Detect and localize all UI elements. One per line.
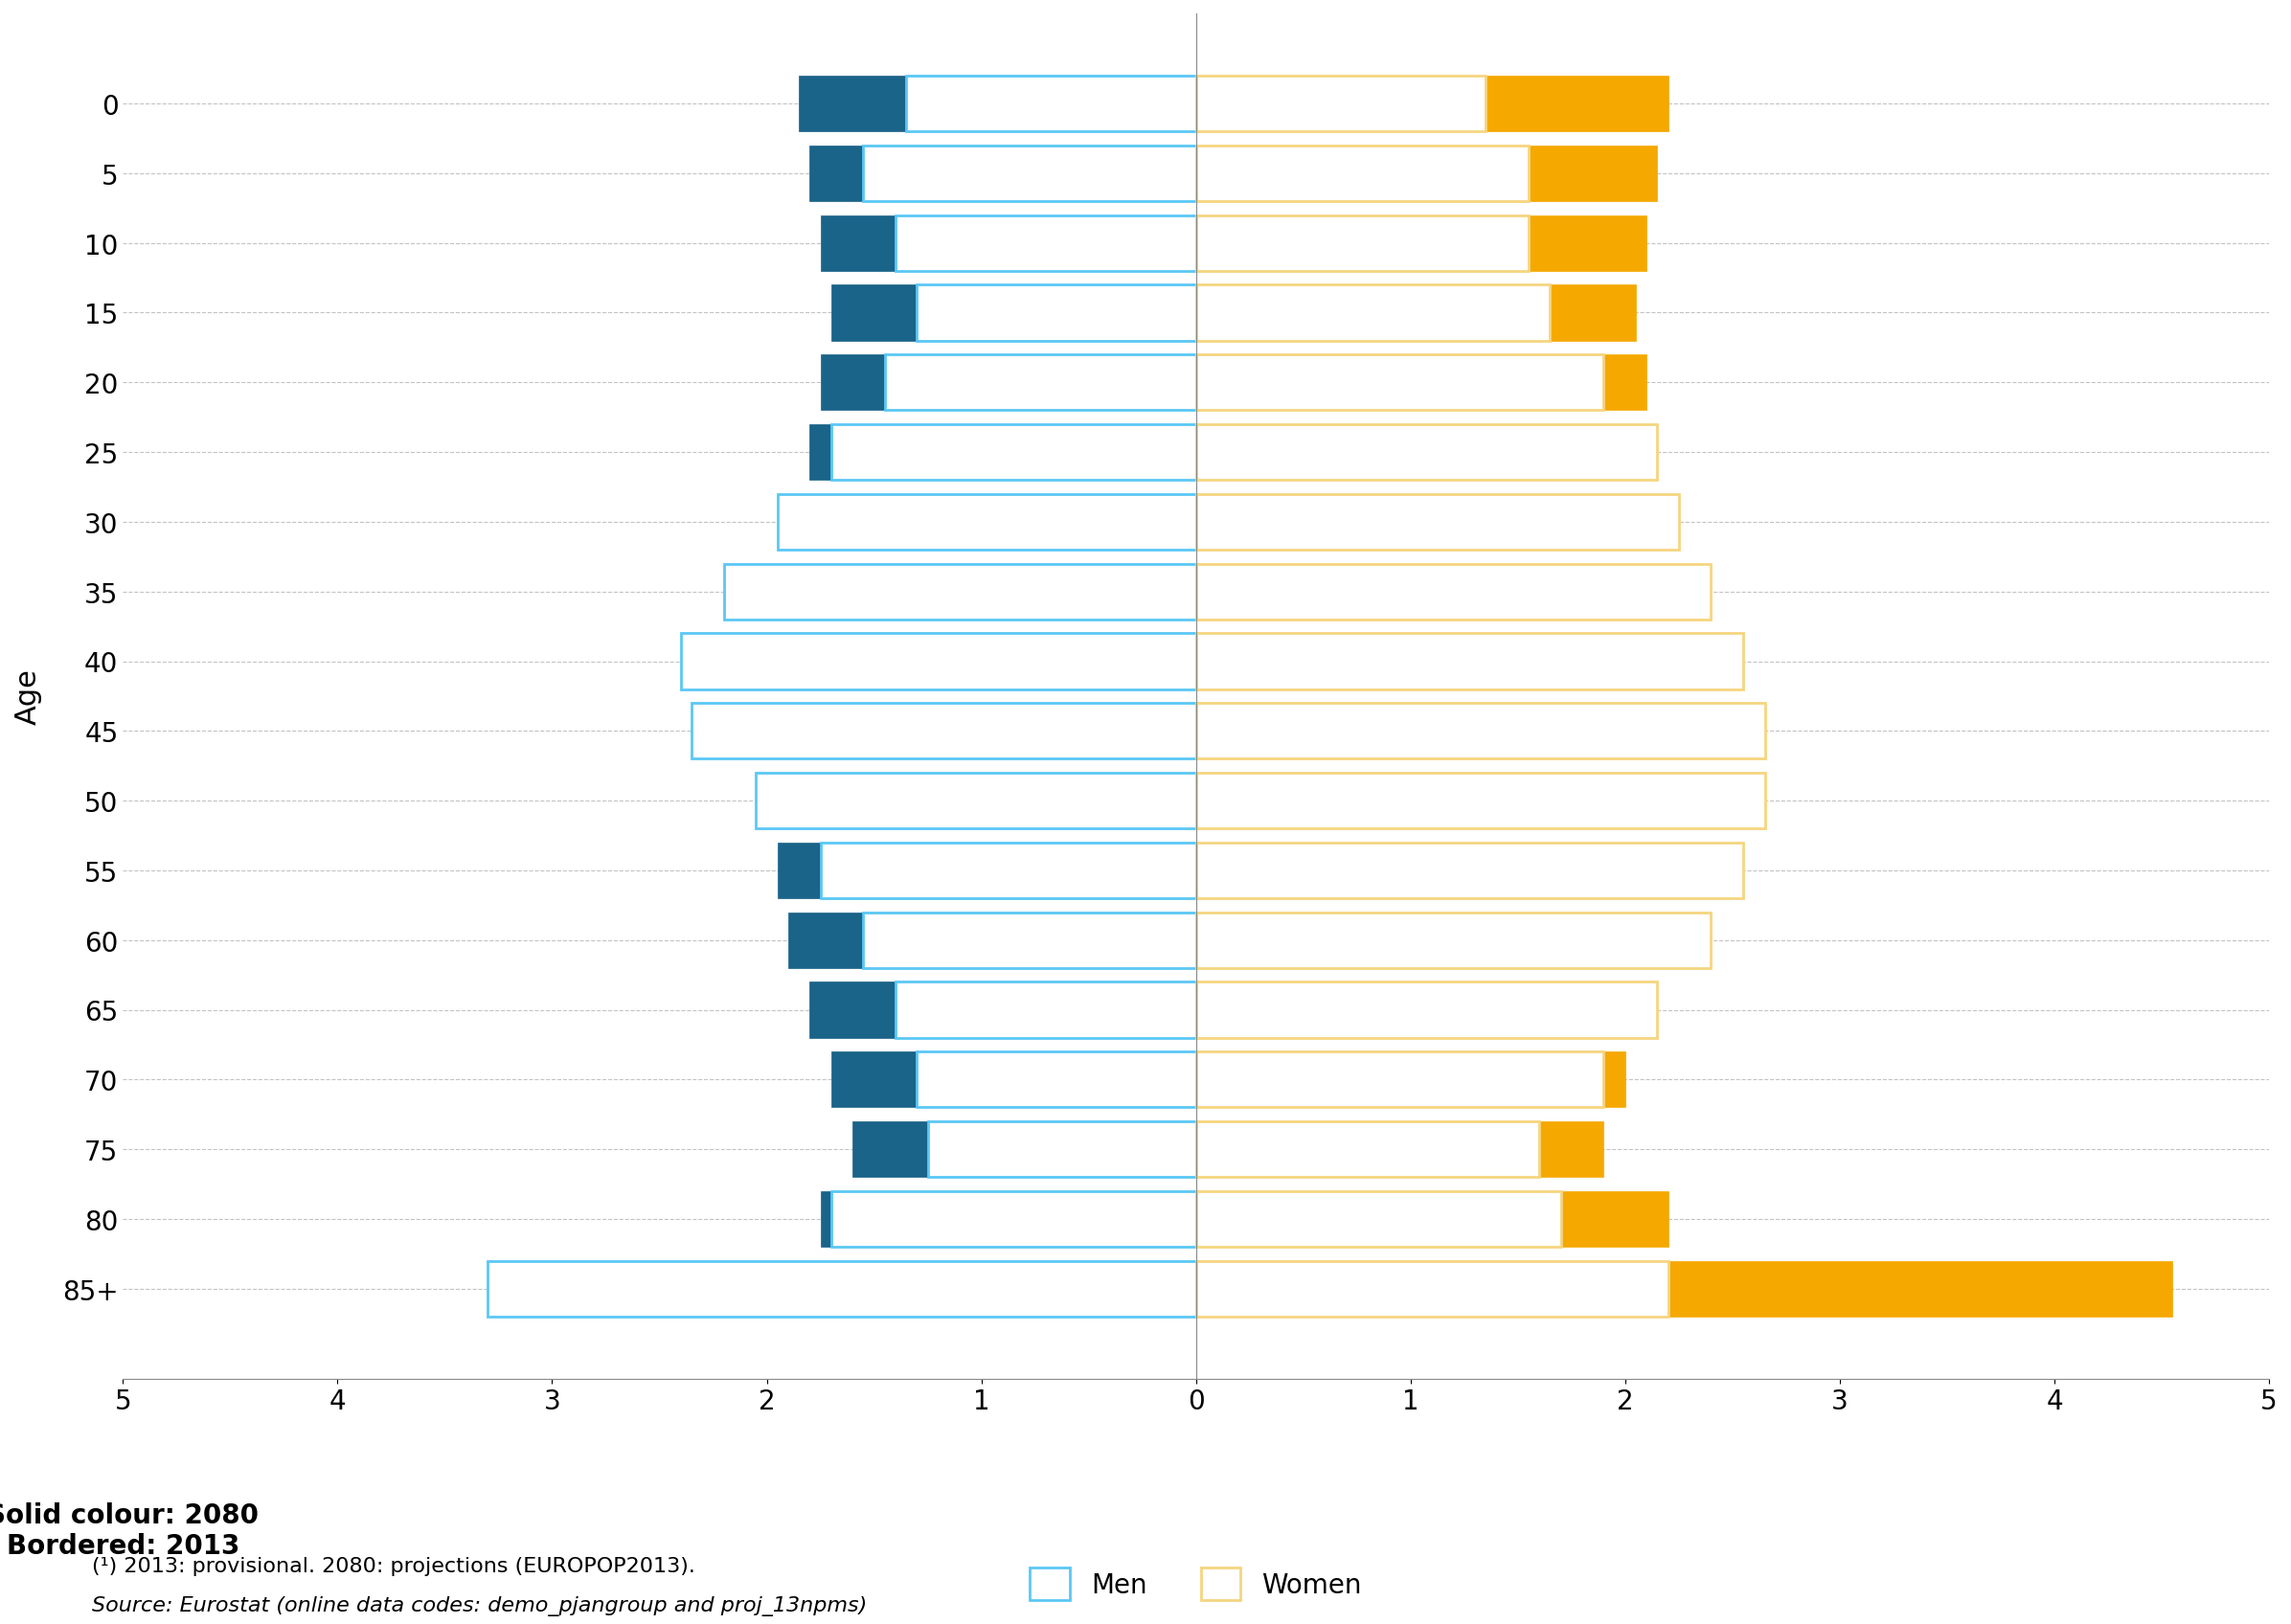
Bar xyxy=(1196,773,1764,828)
Bar xyxy=(864,146,1196,201)
Bar xyxy=(1196,494,1668,551)
Bar xyxy=(777,703,1196,758)
Bar xyxy=(832,1052,1196,1108)
Bar xyxy=(884,356,1196,411)
Bar xyxy=(1196,983,1645,1038)
Bar xyxy=(788,913,1196,968)
Bar xyxy=(1196,76,1485,132)
Bar xyxy=(1196,843,1679,898)
Bar xyxy=(1196,76,1668,132)
Bar xyxy=(852,1122,1196,1177)
Bar xyxy=(1196,1260,2172,1317)
Bar xyxy=(1196,1122,1540,1177)
Bar xyxy=(800,76,1196,132)
Bar xyxy=(788,564,1196,620)
Bar xyxy=(1196,633,1743,690)
Bar xyxy=(1196,913,1668,968)
Bar xyxy=(1196,1260,1668,1317)
Bar xyxy=(832,425,1196,481)
Bar xyxy=(864,913,1196,968)
Bar xyxy=(916,286,1196,341)
Bar xyxy=(820,843,1196,898)
Legend: Men, Women: Men, Women xyxy=(1019,1557,1372,1611)
Bar xyxy=(809,146,1196,201)
Bar xyxy=(680,633,1196,690)
Bar xyxy=(1196,356,1645,411)
Bar xyxy=(1196,494,1679,551)
Bar xyxy=(1196,286,1636,341)
Bar xyxy=(1196,286,1549,341)
Bar xyxy=(800,494,1196,551)
Bar xyxy=(777,773,1196,828)
Bar xyxy=(1196,703,1764,758)
Bar xyxy=(896,216,1196,271)
Bar xyxy=(820,356,1196,411)
Bar xyxy=(777,494,1196,551)
Bar xyxy=(488,1260,1196,1317)
Bar xyxy=(692,703,1196,758)
Bar xyxy=(896,983,1196,1038)
Bar xyxy=(1196,216,1645,271)
Bar xyxy=(832,1192,1196,1247)
Bar xyxy=(1196,356,1604,411)
Bar xyxy=(1196,843,1743,898)
Bar xyxy=(1196,146,1656,201)
Bar xyxy=(1196,913,1711,968)
Bar xyxy=(1196,216,1528,271)
Text: Solid colour: 2080
Bordered: 2013: Solid colour: 2080 Bordered: 2013 xyxy=(0,1502,259,1559)
Bar xyxy=(1196,773,1688,828)
Bar xyxy=(820,1192,1196,1247)
Bar xyxy=(756,773,1196,828)
Bar xyxy=(1196,146,1528,201)
Y-axis label: Age: Age xyxy=(14,669,41,724)
Bar xyxy=(809,983,1196,1038)
Bar xyxy=(809,425,1196,481)
Text: (¹) 2013: provisional. 2080: projections (EUROPOP2013).: (¹) 2013: provisional. 2080: projections… xyxy=(92,1556,694,1575)
Bar xyxy=(648,1260,1196,1317)
Bar xyxy=(1196,425,1656,481)
Bar xyxy=(1196,1052,1624,1108)
Bar xyxy=(777,633,1196,690)
Bar xyxy=(1196,633,1688,690)
Bar xyxy=(928,1122,1196,1177)
Bar xyxy=(1196,564,1679,620)
Bar xyxy=(916,1052,1196,1108)
Bar xyxy=(777,843,1196,898)
Bar xyxy=(905,76,1196,132)
Bar xyxy=(820,216,1196,271)
Bar xyxy=(1196,983,1656,1038)
Bar xyxy=(1196,1192,1668,1247)
Text: Source: Eurostat (online data codes: demo_pjangroup and proj_13npms): Source: Eurostat (online data codes: dem… xyxy=(92,1596,866,1616)
Bar xyxy=(1196,1122,1604,1177)
Bar xyxy=(1196,1192,1560,1247)
Bar xyxy=(724,564,1196,620)
Bar xyxy=(1196,703,1688,758)
Bar xyxy=(1196,1052,1604,1108)
Bar xyxy=(832,286,1196,341)
Bar xyxy=(1196,425,1656,481)
Bar xyxy=(1196,564,1711,620)
